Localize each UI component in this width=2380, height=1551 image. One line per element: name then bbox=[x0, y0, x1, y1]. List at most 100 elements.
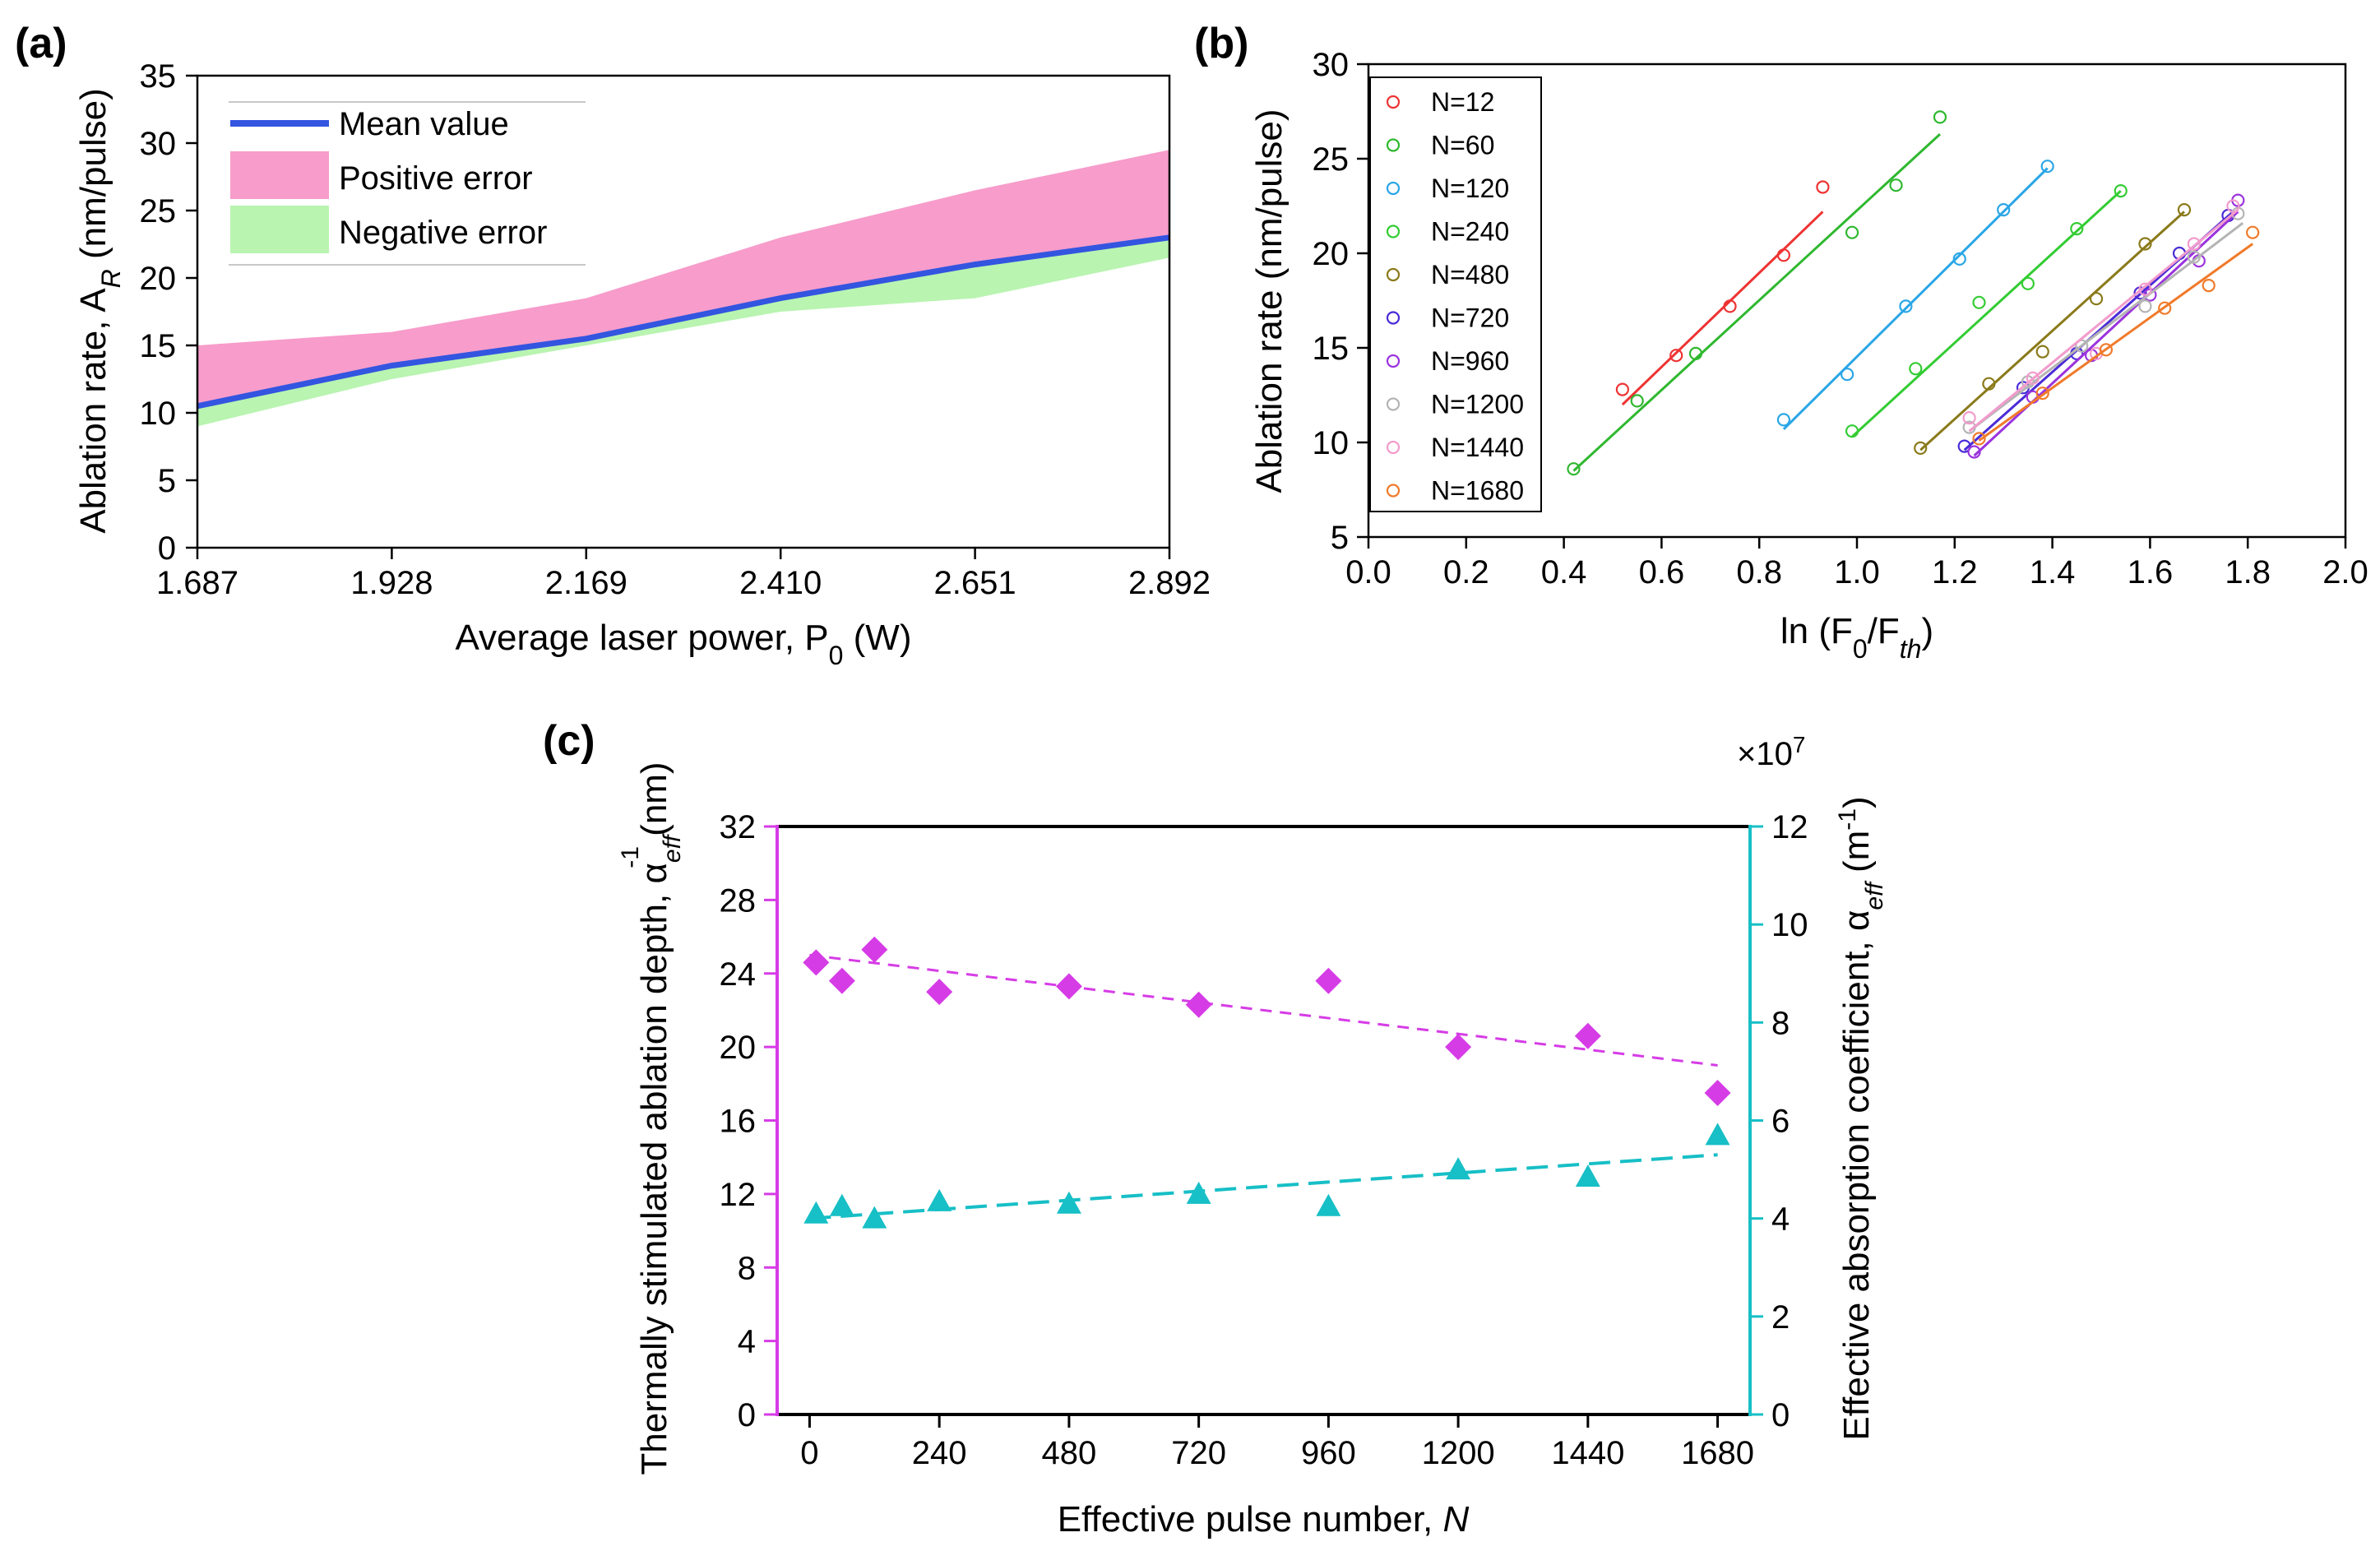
chart-a-legend: Mean value Positive error Negative error bbox=[229, 101, 586, 266]
x-tick-label: 2.410 bbox=[739, 565, 822, 601]
series-n-1440 bbox=[1962, 199, 2240, 433]
right-y-tick-label: 0 bbox=[1771, 1397, 1790, 1433]
chart-b-y-axis-label: Ablation rate (nm/pulse) bbox=[1249, 109, 1290, 493]
chart-a-y-ticks: 0 5 10 15 20 25 30 35 bbox=[140, 58, 197, 567]
x-tick-label: 0.6 bbox=[1639, 554, 1685, 590]
absorption-triangle-point bbox=[829, 1193, 854, 1216]
fit-line bbox=[1973, 211, 2239, 457]
left-y-tick-label: 12 bbox=[720, 1177, 757, 1213]
data-point bbox=[1914, 441, 1928, 456]
x-tick-label: 0.4 bbox=[1541, 554, 1587, 590]
series-n-60 bbox=[1567, 110, 1947, 476]
left-y-tick-label: 8 bbox=[738, 1250, 756, 1286]
fit-line bbox=[1968, 222, 2244, 433]
data-point bbox=[2138, 282, 2152, 296]
data-point bbox=[1952, 252, 1966, 266]
data-point bbox=[1776, 413, 1790, 427]
data-point bbox=[1962, 411, 1976, 425]
chart-b-y-ticks: 5 10 15 20 25 30 bbox=[1313, 47, 1368, 556]
x-tick-label: 720 bbox=[1171, 1435, 1226, 1471]
legend-negative-label: Negative error bbox=[339, 215, 547, 251]
data-point bbox=[2158, 301, 2172, 315]
left-y-tick-label: 28 bbox=[720, 882, 757, 919]
fit-line bbox=[1572, 132, 1941, 472]
data-point bbox=[2187, 250, 2201, 264]
data-point bbox=[2138, 299, 2152, 313]
absorption-triangle-point bbox=[927, 1188, 952, 1211]
chart-a: (a) 1.687 1.928 2.169 2.410 2.651 2.892 0 5 10 1… bbox=[15, 20, 1211, 670]
legend-mean-label: Mean value bbox=[339, 106, 509, 142]
absorption-triangle-point bbox=[862, 1206, 887, 1229]
legend-marker bbox=[1386, 267, 1401, 282]
data-point bbox=[2026, 371, 2040, 385]
legend-marker bbox=[1386, 95, 1401, 109]
x-tick-label: 1.2 bbox=[1932, 554, 1978, 590]
y-tick-label: 10 bbox=[140, 396, 177, 432]
data-point bbox=[2035, 345, 2049, 359]
legend-label: N=120 bbox=[1431, 174, 1509, 203]
chart-a-frame bbox=[196, 74, 1171, 549]
depth-diamond-point bbox=[1185, 991, 1212, 1018]
x-tick-label: 0.8 bbox=[1736, 554, 1782, 590]
panel-label-c: (c) bbox=[543, 717, 595, 765]
data-point bbox=[2187, 237, 2201, 251]
data-point bbox=[1841, 368, 1854, 382]
chart-c-x-axis-label: Effective pulse number, N bbox=[1058, 1499, 1470, 1539]
series-n-240 bbox=[1845, 184, 2128, 438]
data-point bbox=[1889, 178, 1903, 192]
series-n-480 bbox=[1914, 203, 2192, 456]
x-tick-label: 1.0 bbox=[1834, 554, 1880, 590]
x-tick-label: 1.928 bbox=[350, 565, 433, 601]
depth-diamond-point bbox=[1315, 967, 1342, 994]
legend-label: N=1440 bbox=[1431, 433, 1524, 462]
chart-c: (c) 0 240 480 720 960 1200 1440 1680 0481216202… bbox=[543, 717, 1888, 1539]
absorption-triangle-point bbox=[1575, 1164, 1600, 1188]
absorption-triangle-point bbox=[1705, 1123, 1730, 1146]
y-tick-label: 30 bbox=[140, 126, 177, 162]
fit-line bbox=[1782, 167, 2049, 430]
chart-b: (b) 0.0 0.2 0.4 0.6 0.8 1.0 1.2 1.4 1.6 1.8 2.0 5 1… bbox=[1194, 20, 2368, 664]
absorption-fit-line bbox=[809, 1153, 1718, 1220]
data-point bbox=[1845, 225, 1859, 239]
series-n-120 bbox=[1776, 160, 2054, 430]
chart-c-left-y-ticks: 0 4 8 12 16 20 24 28 32 bbox=[720, 809, 777, 1433]
right-y-tick-label: 4 bbox=[1771, 1201, 1790, 1238]
y-tick-label: 25 bbox=[140, 193, 177, 229]
y-tick-label: 0 bbox=[158, 530, 176, 567]
chart-c-right-y-ticks: 0 2 4 6 8 10 12 bbox=[1750, 809, 1808, 1433]
chart-a-x-ticks: 1.687 1.928 2.169 2.410 2.651 2.892 bbox=[156, 548, 1211, 601]
left-y-tick-label: 16 bbox=[720, 1104, 757, 1140]
x-tick-label: 2.0 bbox=[2322, 554, 2368, 590]
y-tick-label: 30 bbox=[1313, 47, 1350, 83]
left-y-tick-label: 4 bbox=[738, 1324, 756, 1360]
legend-label: N=480 bbox=[1431, 260, 1509, 289]
y-tick-label: 20 bbox=[140, 261, 177, 297]
y-tick-label: 15 bbox=[1313, 331, 1350, 367]
right-y-tick-label: 8 bbox=[1771, 1005, 1790, 1041]
depth-diamond-point bbox=[1704, 1079, 1731, 1106]
legend-negative-swatch bbox=[230, 206, 329, 253]
x-tick-label: 480 bbox=[1042, 1435, 1097, 1471]
data-point bbox=[2138, 237, 2152, 251]
data-point bbox=[2070, 222, 2084, 236]
fit-line bbox=[1621, 211, 1824, 406]
depth-diamond-point bbox=[828, 967, 855, 994]
legend-positive-swatch bbox=[230, 151, 329, 199]
legend-label: N=1680 bbox=[1431, 476, 1524, 506]
right-y-tick-label: 12 bbox=[1771, 809, 1808, 845]
left-y-tick-label: 32 bbox=[720, 809, 757, 845]
data-point bbox=[1933, 110, 1947, 124]
chart-c-x-ticks: 0 240 480 720 960 1200 1440 1680 bbox=[800, 1414, 1754, 1471]
data-point bbox=[1776, 248, 1790, 262]
absorption-triangle-point bbox=[803, 1201, 829, 1224]
depth-diamond-point bbox=[803, 949, 830, 976]
legend-positive-label: Positive error bbox=[339, 160, 533, 197]
x-tick-label: 1200 bbox=[1422, 1435, 1495, 1471]
depth-diamond-point bbox=[926, 979, 953, 1006]
data-point bbox=[2040, 160, 2054, 174]
data-point bbox=[2114, 184, 2128, 198]
data-point bbox=[1615, 382, 1629, 396]
fit-line bbox=[1919, 211, 2185, 451]
x-tick-label: 0.2 bbox=[1443, 554, 1489, 590]
